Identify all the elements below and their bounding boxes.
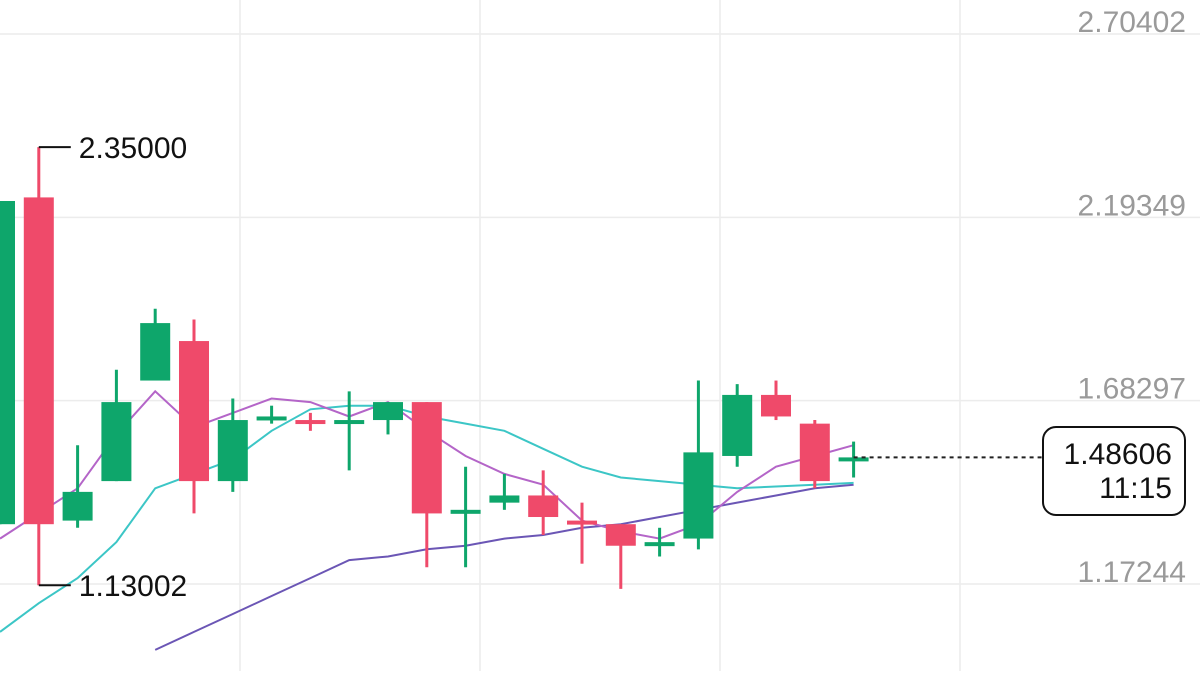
candle-body-up [140,323,171,381]
current-price-box: 1.48606 11:15 [1042,426,1186,516]
candle-body-up [683,452,714,539]
price-tick-label: 2.70402 [1078,6,1186,39]
candle-body-up [450,509,481,514]
candle-body-down [23,197,54,525]
candle-body-up [644,542,675,547]
candle-body-up [101,402,132,482]
candle-body-down [605,524,636,546]
current-price-label: 1.48606 [1063,438,1172,471]
candle-body-up [256,416,287,421]
candle-body-up [334,420,365,425]
candle-body-up [722,394,753,456]
candle-body-down [528,495,559,518]
candle-body-up [62,491,93,521]
candle-body-up [838,457,869,462]
candle-body-down [567,520,597,525]
price-tick-label: 1.68297 [1078,373,1186,406]
high-marker-label: 2.35000 [79,132,187,165]
candle-body-up [373,402,403,421]
low-marker-label: 1.13002 [79,570,187,603]
price-tick-label: 2.19349 [1078,189,1186,222]
candle-body-down [799,423,830,482]
candle-body-down [761,394,791,417]
price-tick-label: 1.17244 [1078,556,1186,589]
candle-body-down [295,420,326,425]
ma-slow-line [154,483,854,651]
candle-body-down [411,402,442,514]
candle-body-down [179,341,209,482]
candle-body-up [489,495,520,503]
candle-body-up [0,200,15,525]
candle-body-up [217,420,248,482]
current-time-label: 11:15 [1099,472,1172,505]
